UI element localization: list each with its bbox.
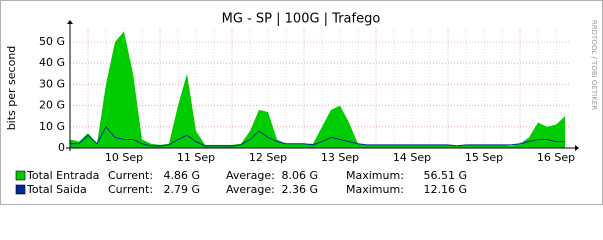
- legend-stat-value: 4.86 G: [163, 169, 200, 182]
- legend-stat-value: 56.51 G: [423, 169, 467, 182]
- x-tick-label: 14 Sep: [393, 151, 431, 164]
- line: [70, 125, 565, 147]
- chart-title: MG - SP | 100G | Trafego: [222, 12, 381, 27]
- y-tick-label: 50 G: [39, 35, 65, 48]
- legend-stat-value: 2.36 G: [281, 183, 318, 196]
- y-tick-label: 30 G: [39, 77, 65, 90]
- legend-stat-label: Current:: [108, 183, 153, 196]
- y-tick-label: 40 G: [39, 56, 65, 69]
- legend-stat-value: 12.16 G: [423, 183, 467, 196]
- watermark: RRDTOOL / TOBI OETIKER: [590, 20, 598, 110]
- x-tick-label: 10 Sep: [105, 151, 143, 164]
- legend-stat-value: 2.79 G: [163, 183, 200, 196]
- legend-swatch: [15, 184, 26, 195]
- area: [70, 31, 565, 148]
- legend-stat-label: Maximum:: [346, 183, 404, 196]
- legend-swatch: [15, 170, 26, 181]
- x-axis-arrow: [575, 145, 579, 151]
- legend-stat-label: Maximum:: [346, 169, 404, 182]
- x-tick-label: 13 Sep: [321, 151, 359, 164]
- y-tick-label: 20 G: [39, 99, 65, 112]
- legend-stat-label: Current:: [108, 169, 153, 182]
- x-tick-label: 15 Sep: [465, 151, 503, 164]
- y-axis-label: bits per second: [5, 46, 18, 131]
- legend-stat-label: Average:: [226, 169, 275, 182]
- x-tick-label: 11 Sep: [177, 151, 215, 164]
- y-tick-label: 0: [58, 141, 65, 154]
- y-tick-label: 10 G: [39, 120, 65, 133]
- x-tick-label: 12 Sep: [249, 151, 287, 164]
- chart: MG - SP | 100G | Trafego bits per second…: [0, 0, 603, 205]
- legend-stat-label: Average:: [226, 183, 275, 196]
- legend-stat-value: 8.06 G: [281, 169, 318, 182]
- x-tick-label: 16 Sep: [537, 151, 575, 164]
- y-axis-arrow: [67, 20, 73, 24]
- legend-label: Total Entrada: [26, 169, 99, 182]
- legend-label: Total Saida: [26, 183, 87, 196]
